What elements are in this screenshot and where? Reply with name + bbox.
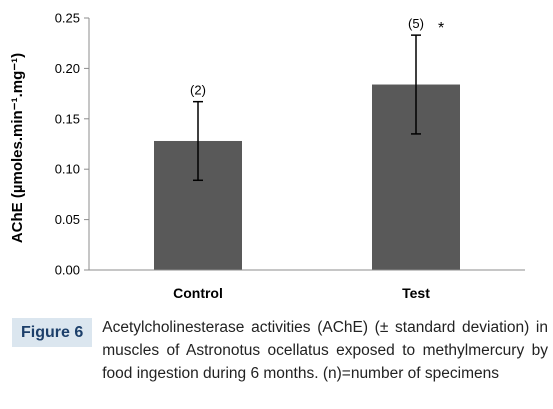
y-tick-label: 0.00	[55, 263, 80, 278]
y-tick-label: 0.05	[55, 212, 80, 227]
y-axis: 0.00 0.05 0.10 0.15 0.20 0.25	[55, 11, 90, 278]
figure-caption: Figure 6 Acetylcholinesterase activities…	[12, 316, 548, 385]
x-axis: Control Test	[89, 269, 525, 300]
figure-label: Figure 6	[12, 318, 93, 347]
chart-canvas: 0.00 0.05 0.10 0.15 0.20 0.25 (2) (5) * Control…	[9, 11, 525, 300]
y-tick-label: 0.25	[55, 11, 80, 26]
significance-marker: *	[438, 20, 444, 37]
sample-size-label: (2)	[190, 83, 206, 98]
y-tick-label: 0.10	[55, 162, 80, 177]
x-category-label: Test	[402, 285, 430, 300]
y-tick-label: 0.20	[55, 61, 80, 76]
x-category-label: Control	[173, 285, 223, 300]
bars: (2) (5) *	[154, 16, 460, 270]
sample-size-label: (5)	[408, 16, 424, 31]
y-tick-label: 0.15	[55, 111, 80, 126]
caption-text: Acetylcholinesterase activities (AChE) (…	[102, 319, 548, 382]
bar-chart: 0.00 0.05 0.10 0.15 0.20 0.25 (2) (5) * Control…	[9, 11, 525, 300]
y-axis-label: AChE (µmoles.min⁻¹.mg⁻¹)	[9, 53, 26, 243]
